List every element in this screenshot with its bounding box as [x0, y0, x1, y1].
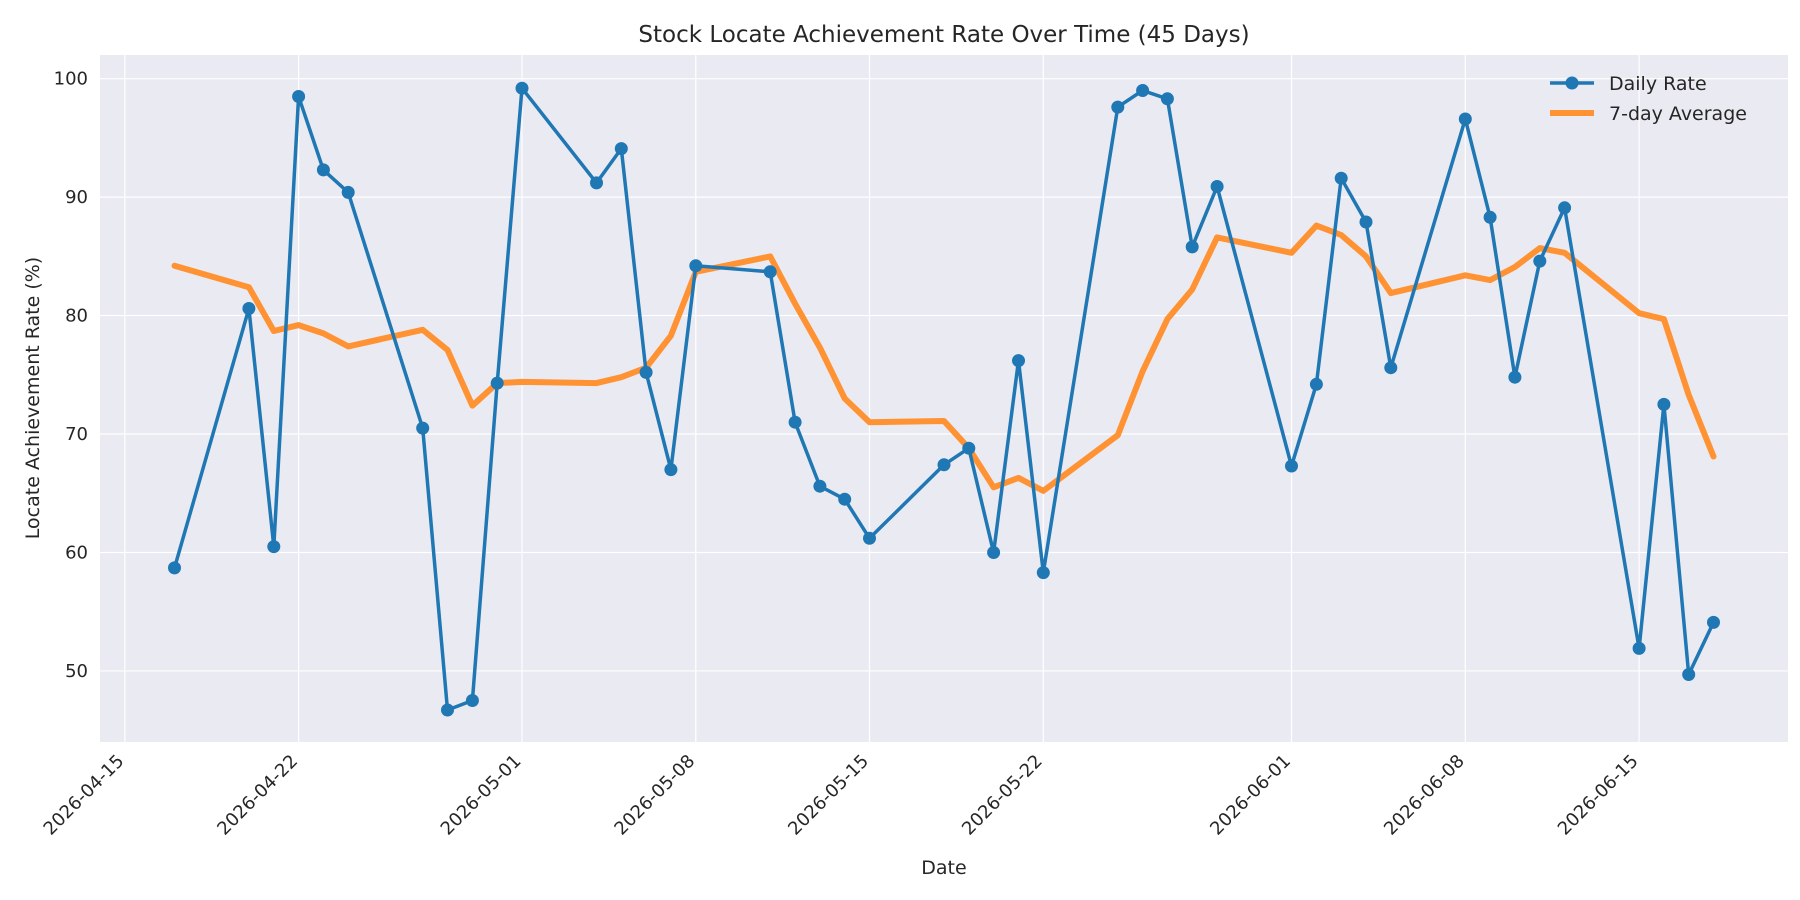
data-point-daily-rate [614, 142, 628, 156]
data-point-daily-rate [1483, 210, 1497, 224]
data-point-daily-rate [1558, 201, 1572, 215]
y-tick-label: 70 [65, 424, 88, 445]
data-point-daily-rate [1533, 254, 1547, 268]
x-tick-label: 2026-05-08 [610, 751, 699, 840]
data-point-daily-rate [441, 703, 454, 717]
data-point-daily-rate [490, 376, 504, 390]
series-layer [168, 81, 1720, 717]
x-axis-ticks: 2026-04-15 2026-04-22 2026-05-01 2026-05-08… [40, 751, 1643, 840]
data-point-daily-rate [1657, 397, 1671, 411]
data-point-daily-rate [465, 694, 479, 707]
data-point-daily-rate [1036, 566, 1050, 580]
data-point-daily-rate [1384, 361, 1398, 375]
data-point-daily-rate [1707, 615, 1720, 629]
x-tick-label: 2026-05-22 [958, 751, 1047, 840]
y-axis-ticks: 50 60 70 80 90 100 [54, 69, 88, 682]
data-point-daily-rate [664, 463, 678, 477]
data-point-daily-rate [1012, 354, 1025, 368]
data-point-daily-rate [987, 546, 1001, 559]
data-point-daily-rate [788, 415, 802, 429]
y-tick-label: 100 [54, 69, 88, 90]
data-point-daily-rate [1334, 171, 1348, 185]
legend-daily-rate-marker [1565, 76, 1579, 90]
data-point-daily-rate [863, 531, 876, 545]
x-tick-label: 2026-04-15 [40, 751, 129, 840]
y-axis-label: Locate Achievement Rate (%) [22, 257, 44, 539]
legend-7-day-average-label: 7-day Average [1609, 103, 1747, 125]
data-point-daily-rate [1160, 92, 1174, 106]
x-axis-label: Date [921, 857, 966, 879]
data-point-daily-rate [1185, 240, 1199, 254]
data-point-daily-rate [937, 458, 951, 472]
data-point-daily-rate [962, 441, 976, 455]
data-point-daily-rate [1111, 100, 1125, 114]
x-tick-label: 2026-05-01 [437, 751, 526, 840]
data-point-daily-rate [590, 176, 603, 190]
x-tick-label: 2026-06-01 [1206, 751, 1295, 840]
data-point-daily-rate [639, 365, 653, 379]
x-tick-label: 2026-05-15 [784, 751, 873, 840]
data-point-daily-rate [1359, 215, 1373, 229]
data-point-daily-rate [242, 302, 256, 315]
data-point-daily-rate [1210, 180, 1224, 193]
data-point-daily-rate [168, 561, 181, 575]
data-point-daily-rate [1682, 668, 1696, 681]
data-point-daily-rate [316, 163, 330, 177]
data-point-daily-rate [763, 265, 777, 279]
data-point-daily-rate [341, 185, 355, 199]
data-point-daily-rate [1458, 112, 1472, 126]
y-tick-label: 60 [65, 542, 88, 563]
chart-title: Stock Locate Achievement Rate Over Time … [638, 22, 1249, 48]
x-tick-label: 2026-06-15 [1554, 751, 1643, 840]
data-point-daily-rate [1309, 377, 1323, 391]
grid-lines [100, 55, 1788, 742]
x-tick-label: 2026-06-08 [1380, 751, 1469, 840]
data-point-daily-rate [515, 81, 529, 95]
y-tick-label: 50 [65, 661, 88, 682]
x-tick-label: 2026-04-22 [213, 751, 302, 840]
data-point-daily-rate [416, 421, 430, 435]
data-point-daily-rate [267, 540, 281, 554]
data-point-daily-rate [1136, 84, 1150, 97]
y-tick-label: 90 [65, 187, 88, 208]
data-point-daily-rate [292, 90, 306, 103]
data-point-daily-rate [689, 259, 703, 273]
y-tick-label: 80 [65, 306, 88, 327]
legend: Daily Rate 7-day Average [1550, 73, 1747, 125]
data-point-daily-rate [838, 492, 852, 506]
data-point-daily-rate [1285, 459, 1298, 473]
data-point-daily-rate [813, 479, 827, 493]
data-point-daily-rate [1508, 370, 1522, 384]
data-point-daily-rate [1632, 641, 1646, 655]
legend-daily-rate-label: Daily Rate [1609, 73, 1707, 95]
plot-area [100, 55, 1788, 742]
